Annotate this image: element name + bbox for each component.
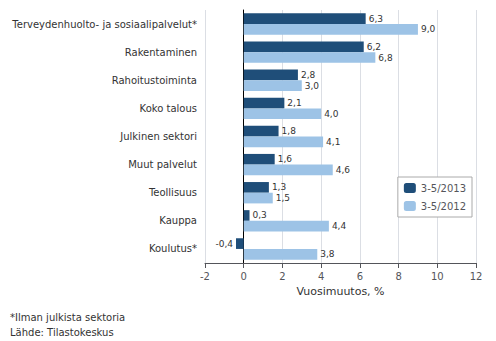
svg-text:Lähde: Tilastokeskus: Lähde: Tilastokeskus bbox=[10, 327, 114, 338]
svg-text:6: 6 bbox=[357, 271, 363, 282]
svg-text:6,2: 6,2 bbox=[367, 42, 381, 52]
svg-text:2: 2 bbox=[279, 271, 285, 282]
svg-text:3-5/2013: 3-5/2013 bbox=[421, 183, 466, 194]
svg-text:1,3: 1,3 bbox=[272, 182, 286, 192]
svg-text:6,8: 6,8 bbox=[378, 53, 393, 63]
svg-text:-2: -2 bbox=[200, 271, 210, 282]
svg-text:1,5: 1,5 bbox=[276, 193, 290, 203]
svg-text:Teollisuus: Teollisuus bbox=[148, 187, 197, 198]
svg-text:2,1: 2,1 bbox=[287, 98, 301, 108]
svg-text:8: 8 bbox=[395, 271, 401, 282]
svg-text:*Ilman julkista sektoria: *Ilman julkista sektoria bbox=[10, 312, 125, 323]
svg-text:4: 4 bbox=[318, 271, 324, 282]
svg-text:3,0: 3,0 bbox=[305, 81, 320, 91]
svg-text:1,8: 1,8 bbox=[282, 126, 297, 136]
svg-text:Muut palvelut: Muut palvelut bbox=[128, 159, 197, 170]
svg-text:Julkinen sektori: Julkinen sektori bbox=[119, 131, 197, 142]
svg-text:Terveydenhuolto- ja sosiaalipa: Terveydenhuolto- ja sosiaalipalvelut* bbox=[11, 19, 197, 30]
svg-text:Vuosimuutos, %: Vuosimuutos, % bbox=[296, 285, 384, 298]
svg-text:4,6: 4,6 bbox=[336, 165, 351, 175]
svg-text:9,0: 9,0 bbox=[421, 24, 436, 34]
svg-text:10: 10 bbox=[431, 271, 444, 282]
svg-text:Koko talous: Koko talous bbox=[140, 103, 197, 114]
svg-text:Rakentaminen: Rakentaminen bbox=[125, 47, 197, 58]
svg-text:3-5/2012: 3-5/2012 bbox=[421, 201, 466, 212]
svg-text:2,8: 2,8 bbox=[301, 70, 316, 80]
svg-text:6,3: 6,3 bbox=[369, 14, 383, 24]
svg-text:-0,4: -0,4 bbox=[215, 239, 233, 249]
svg-text:Rahoitustoiminta: Rahoitustoiminta bbox=[112, 75, 197, 86]
svg-text:Kauppa: Kauppa bbox=[159, 215, 197, 226]
svg-text:3,8: 3,8 bbox=[320, 249, 335, 259]
svg-text:0,3: 0,3 bbox=[253, 210, 267, 220]
svg-text:4,1: 4,1 bbox=[326, 137, 340, 147]
svg-text:4,0: 4,0 bbox=[324, 109, 339, 119]
svg-text:12: 12 bbox=[470, 271, 483, 282]
svg-text:4,4: 4,4 bbox=[332, 221, 347, 231]
svg-text:Koulutus*: Koulutus* bbox=[149, 243, 197, 254]
svg-text:1,6: 1,6 bbox=[278, 154, 293, 164]
svg-text:0: 0 bbox=[241, 271, 247, 282]
